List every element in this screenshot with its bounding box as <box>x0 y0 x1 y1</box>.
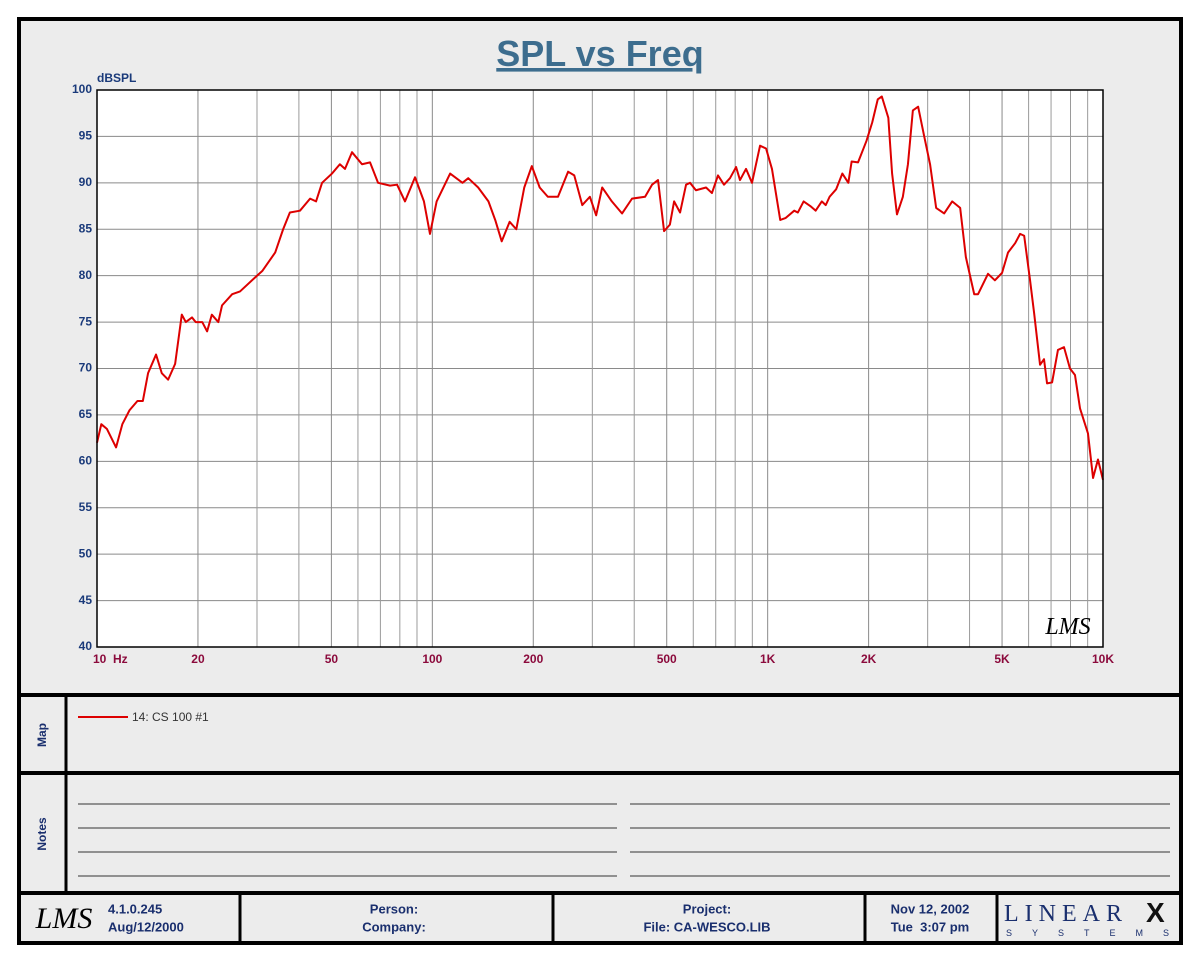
y-tick-label: 100 <box>72 82 92 96</box>
note-lines <box>78 803 1170 877</box>
y-tick-label: 60 <box>79 454 93 468</box>
project: Project: <box>683 901 731 916</box>
y-tick-label: 45 <box>79 593 93 607</box>
company: Company: <box>362 919 426 934</box>
y-tick-label: 65 <box>79 407 93 421</box>
x-tick-label: 5K <box>994 652 1010 666</box>
x-tick-label: 100 <box>422 652 442 666</box>
y-tick-label: 75 <box>79 314 93 328</box>
brand: LINEAR <box>1004 901 1128 927</box>
date: Nov 12, 2002 <box>891 901 970 916</box>
time: Tue 3:07 pm <box>891 919 970 934</box>
x-tick-label: 2K <box>861 652 877 666</box>
y-tick-label: 70 <box>79 361 93 375</box>
watermark: LMS <box>1044 614 1090 640</box>
x-tick-label: 200 <box>523 652 543 666</box>
plot-border <box>96 89 1104 648</box>
x-tick-label: 50 <box>325 652 339 666</box>
file: File: CA-WESCO.LIB <box>643 919 770 934</box>
x-tick-label: 10 Hz <box>93 652 128 666</box>
y-axis-label: dBSPL <box>97 71 136 85</box>
x-tick-label: 10K <box>1092 652 1114 666</box>
footer-logo: LMS <box>35 902 93 935</box>
y-tick-label: 80 <box>79 268 93 282</box>
build-date: Aug/12/2000 <box>108 919 184 934</box>
data-line <box>96 95 1104 481</box>
x-tick-label: 20 <box>191 652 205 666</box>
y-tick-label: 85 <box>79 221 93 235</box>
chart-title: SPL vs Freq <box>496 33 703 74</box>
y-tick-label: 40 <box>79 639 93 653</box>
map-label: Map <box>35 723 49 747</box>
y-tick-label: 95 <box>79 129 93 143</box>
brand-x: X <box>1146 897 1165 928</box>
legend-entry: 14: CS 100 #1 <box>132 710 209 724</box>
brand-sub: SYSTEMS <box>1006 928 1189 938</box>
y-tick-label: 90 <box>79 175 93 189</box>
x-tick-label: 1K <box>760 652 776 666</box>
notes-label: Notes <box>35 817 49 851</box>
version: 4.1.0.245 <box>108 901 162 916</box>
x-tick-label: 500 <box>657 652 677 666</box>
y-tick-label: 50 <box>79 546 93 560</box>
person: Person: <box>370 901 418 916</box>
y-tick-label: 55 <box>79 500 93 514</box>
